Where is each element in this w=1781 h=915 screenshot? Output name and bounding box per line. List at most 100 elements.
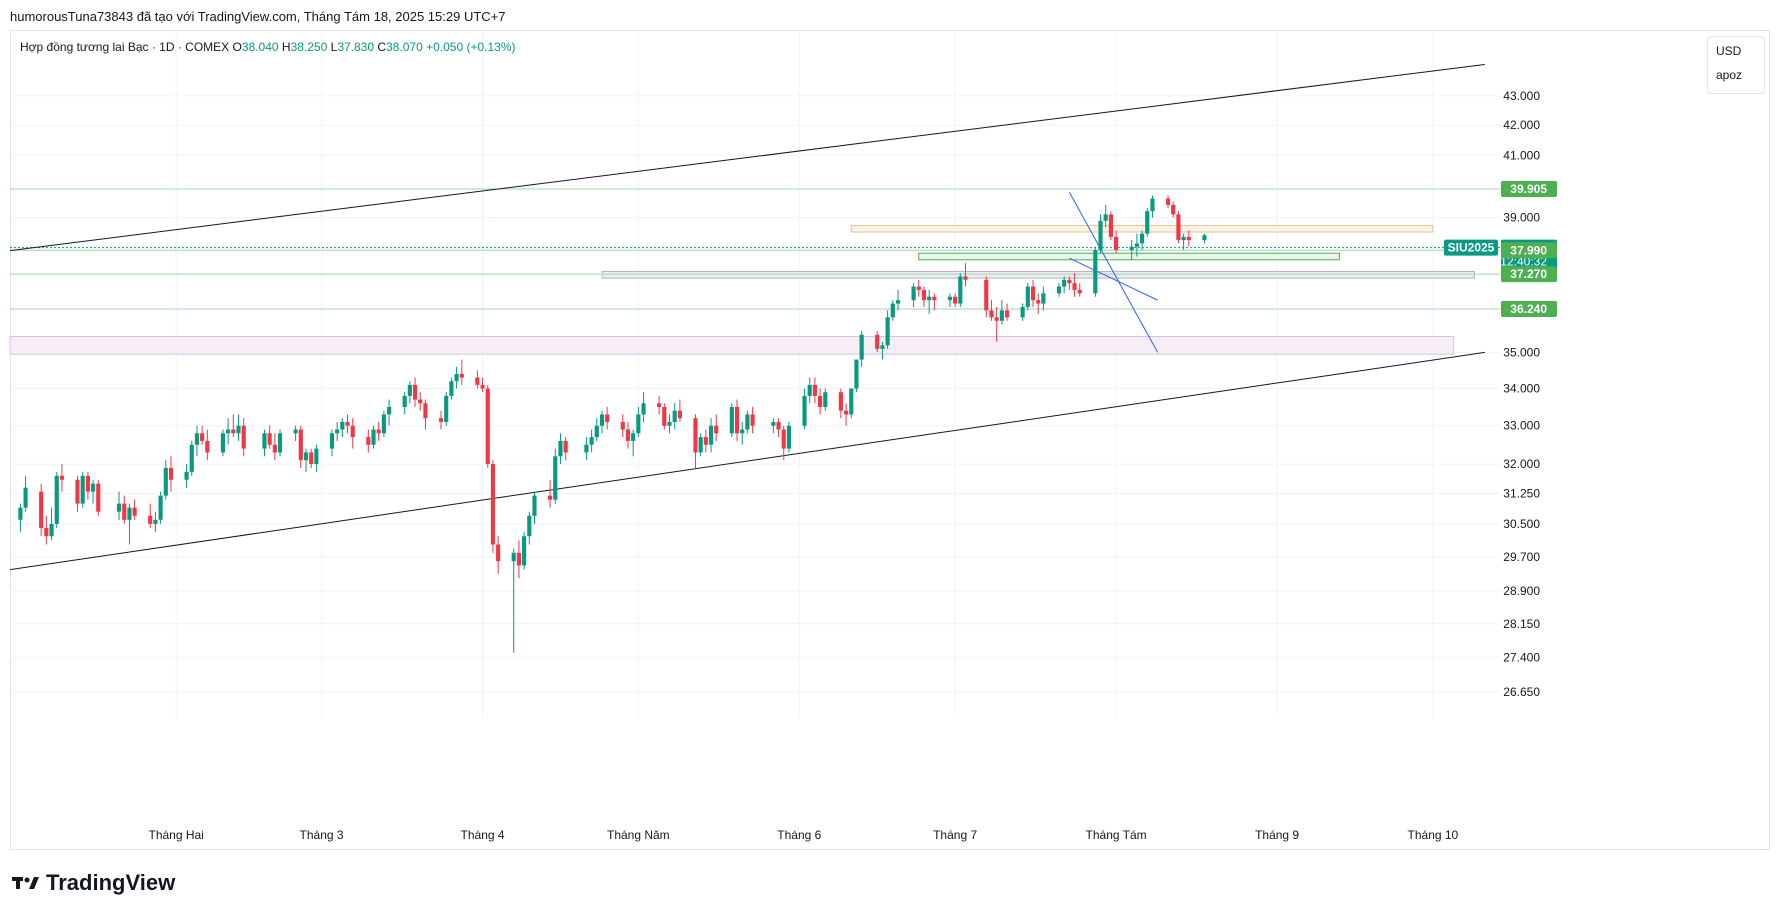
candle <box>802 388 807 430</box>
candle-body <box>1114 236 1119 250</box>
candle <box>932 293 937 311</box>
candle <box>895 289 901 311</box>
candle <box>132 499 137 520</box>
candle <box>220 429 225 457</box>
candle <box>490 460 496 553</box>
candle <box>631 429 636 457</box>
candle-body <box>85 475 90 492</box>
candle <box>480 377 485 393</box>
candle <box>262 429 267 457</box>
candle-body <box>984 279 989 311</box>
candle <box>1098 214 1103 254</box>
candle <box>1202 233 1207 244</box>
candle <box>875 331 880 353</box>
candle-body <box>298 429 303 461</box>
candle <box>584 437 589 461</box>
candle-body <box>96 483 101 512</box>
candle-body <box>1150 198 1155 212</box>
candle-body <box>412 384 418 400</box>
candle-body <box>511 552 516 562</box>
y-tick-label: 35.000 <box>1503 345 1540 359</box>
candle-body <box>423 403 428 419</box>
candle <box>703 429 708 453</box>
candle <box>558 433 563 465</box>
candle <box>989 300 994 321</box>
candle-body <box>527 515 532 537</box>
time-axis[interactable]: Tháng Hai Tháng 3 Tháng 4 Tháng Năm Tháng 6 T… <box>148 828 1458 842</box>
candle <box>158 491 163 524</box>
candle <box>127 503 132 545</box>
candle-body <box>703 437 708 445</box>
candle <box>412 377 418 407</box>
candle <box>807 377 812 404</box>
candle <box>1165 195 1171 209</box>
candle <box>345 414 350 434</box>
candle <box>854 359 859 393</box>
candle-body <box>1134 243 1139 247</box>
high-value: 38.250 <box>290 40 328 54</box>
candle-body <box>163 467 168 496</box>
candles <box>18 195 1207 653</box>
candle <box>241 418 246 457</box>
candle <box>880 341 885 360</box>
candle <box>605 406 610 430</box>
candle <box>1041 286 1046 311</box>
currency-label: USD <box>1716 44 1742 58</box>
candle <box>599 410 605 434</box>
candle-body <box>485 388 490 465</box>
horizontal-lines <box>10 188 1500 310</box>
candle <box>511 548 516 653</box>
candle <box>890 300 895 321</box>
candle-body <box>818 395 823 407</box>
price-badge-value: 39.905 <box>1510 182 1547 196</box>
chart-frame[interactable] <box>10 30 1770 850</box>
candle <box>1004 303 1010 321</box>
candle <box>407 381 412 404</box>
grid <box>10 31 1500 718</box>
currency-unit-button[interactable]: USD apoz <box>1707 36 1765 94</box>
candle <box>116 491 122 520</box>
candle <box>381 410 386 438</box>
zone-rect <box>9 335 1455 355</box>
y-tick-label: 34.000 <box>1503 382 1540 396</box>
candle-body <box>1072 283 1077 290</box>
candle-body <box>376 429 381 434</box>
symbol-badge-label: SIU2025 <box>1448 241 1495 255</box>
candle <box>750 406 755 434</box>
candle <box>1171 201 1176 218</box>
price-axis[interactable]: 43.00042.00041.00039.00038.00035.00034.0… <box>1503 89 1540 699</box>
unit-label: apoz <box>1716 68 1743 82</box>
x-tick-label: Tháng 3 <box>300 828 344 842</box>
candle-body <box>184 471 189 480</box>
candle-body <box>631 433 636 441</box>
candle <box>122 495 127 524</box>
candle <box>911 283 916 307</box>
candle <box>786 421 792 453</box>
candle-body <box>989 310 994 318</box>
candle-body <box>620 421 625 430</box>
x-tick-label: Tháng 6 <box>777 828 821 842</box>
candle-body <box>231 429 236 434</box>
candle-body <box>75 479 80 504</box>
x-tick-label: Tháng Năm <box>607 828 670 842</box>
candle-body <box>418 399 423 404</box>
candle <box>350 418 355 449</box>
candle <box>729 403 734 438</box>
candle <box>200 425 205 445</box>
candle <box>532 491 537 524</box>
candle-body <box>168 467 174 480</box>
trendline <box>9 351 1485 571</box>
candle <box>236 414 241 441</box>
candle-body <box>314 448 319 465</box>
candle-body <box>49 523 54 537</box>
candle-body <box>402 395 407 407</box>
candle <box>781 425 786 461</box>
candle-body <box>480 384 485 389</box>
low-label: L <box>330 40 338 54</box>
candle <box>91 479 96 504</box>
candle <box>423 399 428 430</box>
candle-body <box>812 384 817 396</box>
candle-body <box>1093 249 1098 294</box>
candle <box>1150 195 1155 218</box>
